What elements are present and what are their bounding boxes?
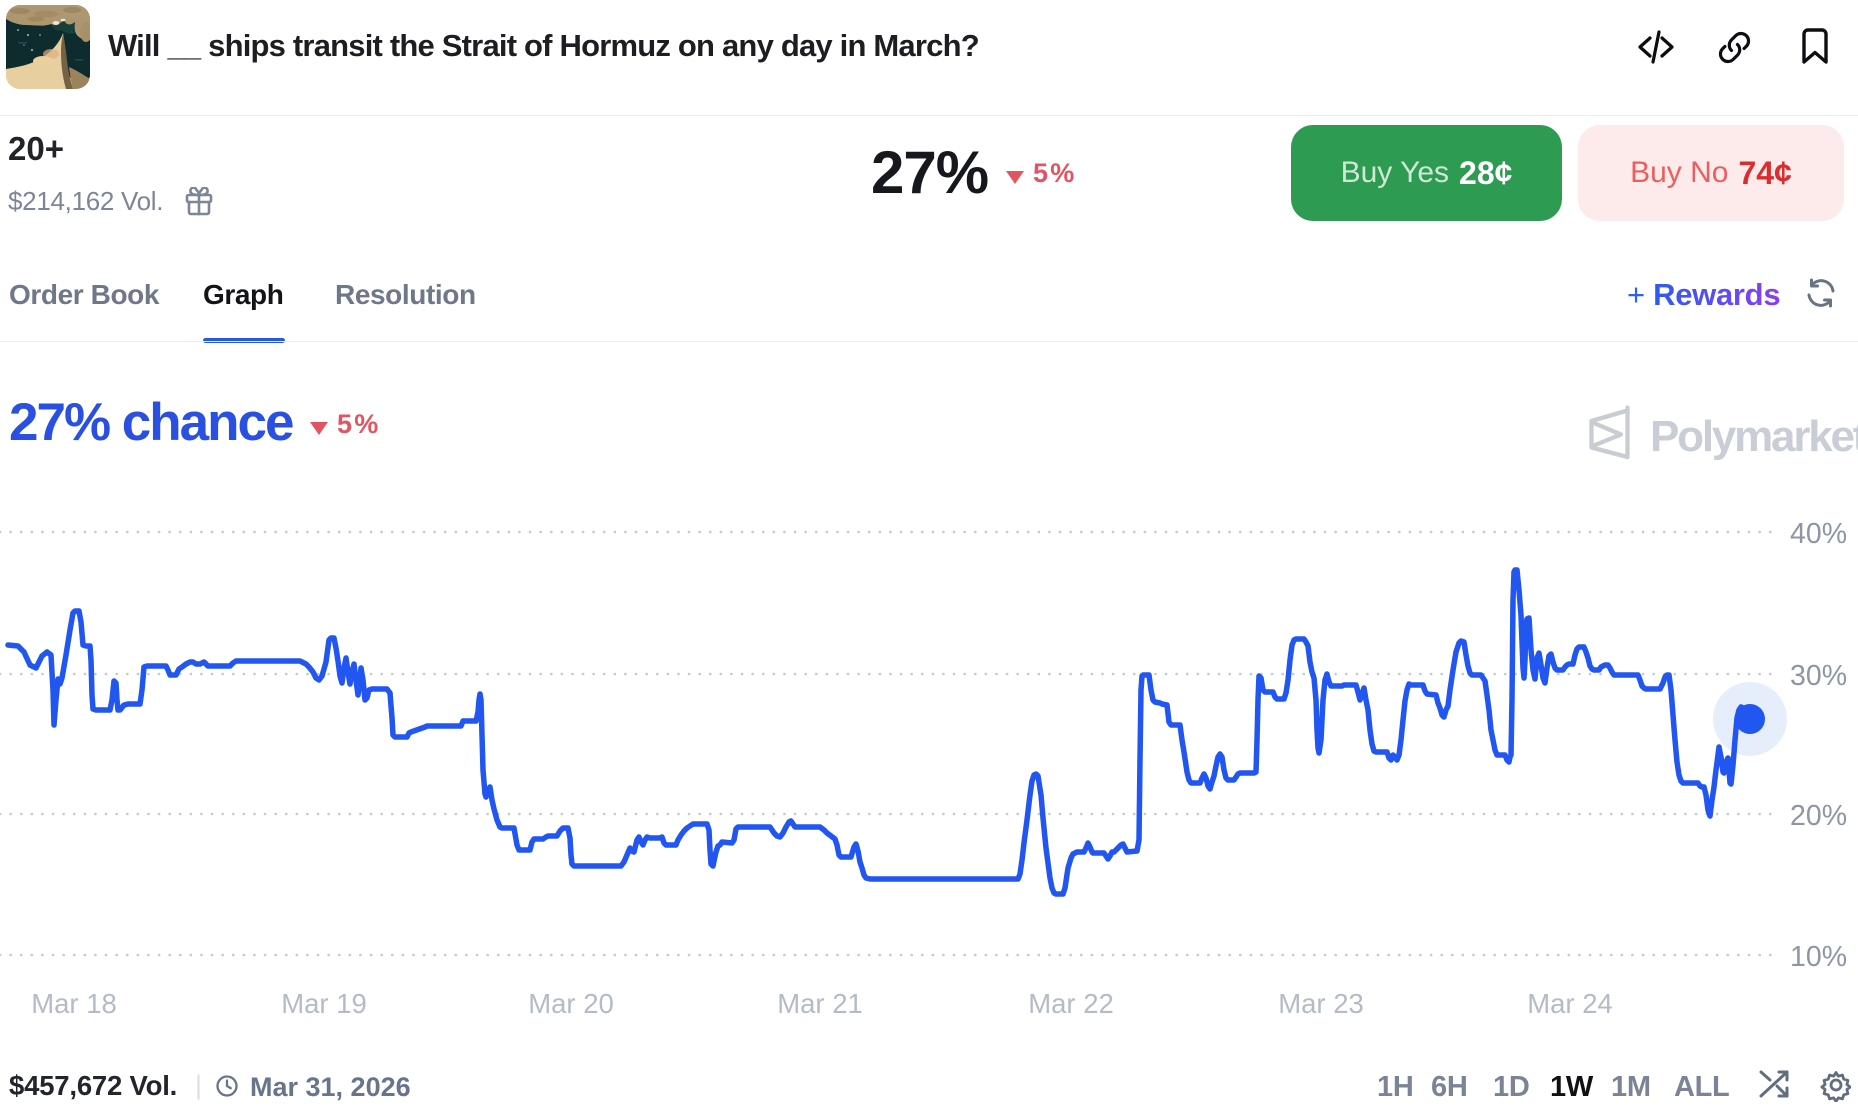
svg-text:Mar 18: Mar 18 bbox=[31, 988, 117, 1019]
svg-text:Mar 24: Mar 24 bbox=[1527, 988, 1613, 1019]
svg-text:10%: 10% bbox=[1790, 941, 1847, 973]
svg-text:Mar 23: Mar 23 bbox=[1278, 988, 1364, 1019]
svg-text:20%: 20% bbox=[1790, 800, 1847, 832]
svg-text:Mar 22: Mar 22 bbox=[1028, 988, 1114, 1019]
svg-text:Mar 19: Mar 19 bbox=[281, 988, 367, 1019]
svg-text:30%: 30% bbox=[1790, 660, 1847, 692]
svg-text:Mar 20: Mar 20 bbox=[528, 988, 614, 1019]
svg-text:Mar 21: Mar 21 bbox=[777, 988, 863, 1019]
svg-text:40%: 40% bbox=[1790, 518, 1847, 550]
